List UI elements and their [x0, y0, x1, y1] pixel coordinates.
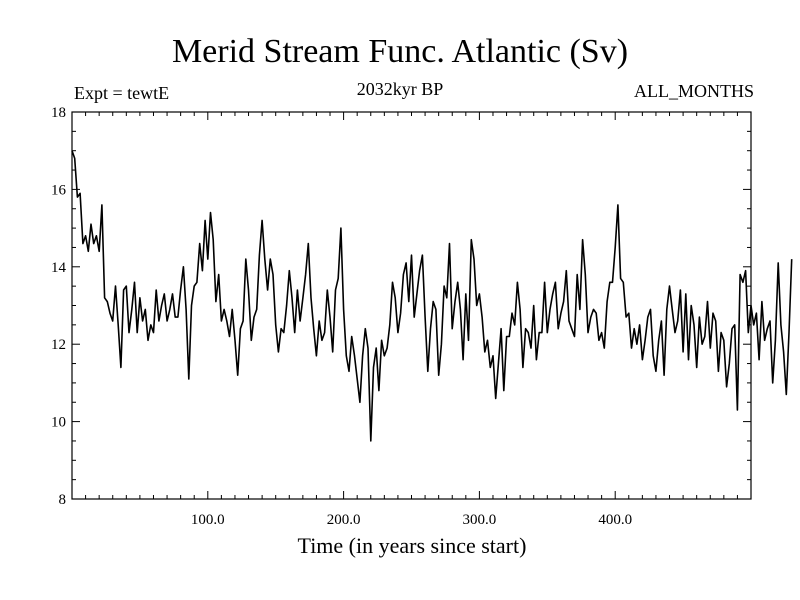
months-label: ALL_MONTHS — [634, 81, 754, 101]
y-tick-label: 10 — [51, 415, 66, 431]
y-tick-label: 12 — [51, 337, 66, 353]
y-tick-label: 16 — [51, 182, 67, 198]
y-tick-label: 18 — [51, 105, 66, 121]
y-tick-label: 14 — [51, 260, 67, 276]
chart-title: Merid Stream Func. Atlantic (Sv) — [171, 33, 629, 70]
x-tick-label: 300.0 — [463, 512, 497, 528]
x-axis-label: Time (in years since start) — [298, 533, 527, 558]
x-tick-label: 400.0 — [598, 512, 632, 528]
axis-ticks — [72, 112, 751, 499]
x-tick-label: 100.0 — [191, 512, 225, 528]
time-label: 2032kyr BP — [356, 79, 444, 99]
x-tick-label: 200.0 — [327, 512, 361, 528]
experiment-label: Expt = tewtE — [74, 83, 170, 103]
tick-labels: 100.0 200.0 300.0 400.0 8 10 12 14 16 18 — [51, 105, 632, 528]
series-line — [71, 150, 793, 442]
y-tick-label: 8 — [59, 492, 67, 508]
